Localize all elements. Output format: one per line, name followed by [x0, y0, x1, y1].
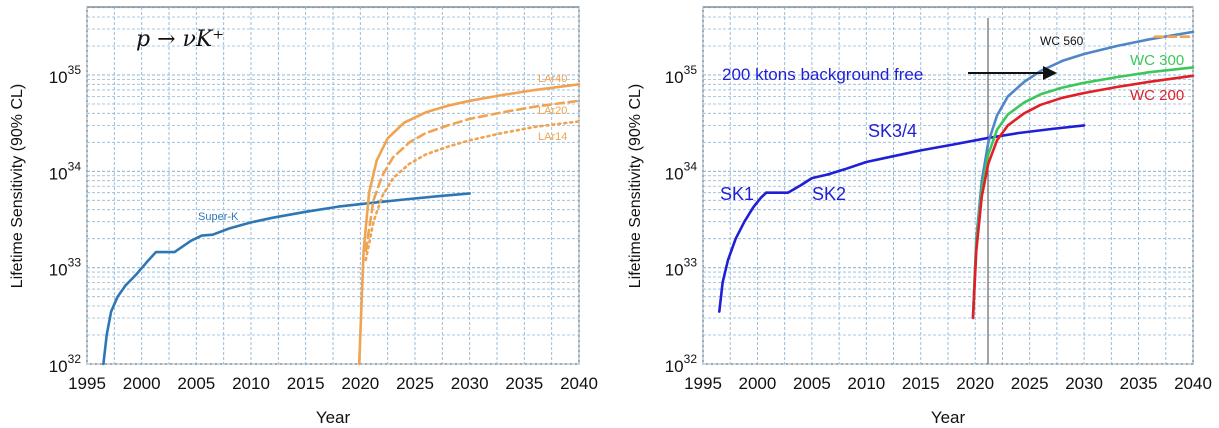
left-chart: 1995 2000 2005 2010 2015 2020 2025 2030 2035 2040… — [9, 6, 598, 427]
right-y-ticks: 1032 1033 1034 1035 — [665, 63, 698, 376]
right-plot-area — [702, 6, 1194, 365]
series-line-sk3-4 — [826, 124, 1086, 176]
x-tick-label: 2030 — [1065, 374, 1103, 393]
right-series-labels: SK1 SK2 SK3/4 WC 560 WC 300 WC 200 — [720, 34, 1184, 204]
x-tick-label: 1995 — [68, 374, 106, 393]
left-x-ticks: 1995 2000 2005 2010 2015 2020 2025 2030 2035 2040 — [68, 374, 598, 393]
x-tick-label: 2025 — [396, 374, 434, 393]
x-tick-label: 1995 — [684, 374, 722, 393]
left-plot-area — [86, 6, 580, 365]
y-tick-label: 1034 — [665, 159, 698, 183]
series-label: WC 560 — [1040, 34, 1084, 48]
y-tick-label: 1034 — [49, 159, 82, 183]
y-tick-label: 1035 — [665, 63, 698, 87]
left-y-axis-label: Lifetime Sensitivity (90% CL) — [9, 84, 26, 289]
series-line-wc-200 — [971, 74, 1195, 320]
y-tick-label: 1035 — [49, 63, 82, 87]
right-series — [717, 30, 1195, 320]
right-annotation-text: 200 ktons background free — [722, 65, 923, 84]
x-tick-label: 2040 — [1174, 374, 1212, 393]
x-tick-label: 2015 — [287, 374, 325, 393]
right-grid — [702, 7, 1194, 365]
x-tick-label: 2030 — [451, 374, 489, 393]
series-label: LAr20 — [538, 105, 567, 117]
right-y-axis-label: Lifetime Sensitivity (90% CL) — [627, 84, 644, 289]
series-line-lar14 — [364, 120, 581, 262]
x-tick-label: 2005 — [177, 374, 215, 393]
x-tick-label: 2010 — [232, 374, 270, 393]
left-title: p → νK⁺ — [136, 27, 224, 52]
series-label: Super-K — [198, 211, 239, 223]
x-tick-label: 2020 — [956, 374, 994, 393]
x-tick-label: 2015 — [902, 374, 940, 393]
series-line-wc-560 — [971, 30, 1195, 320]
series-label: SK3/4 — [868, 121, 917, 141]
series-line-super-k — [102, 192, 472, 366]
y-tick-label: 1032 — [49, 352, 82, 376]
series-label: LAr40 — [538, 73, 567, 85]
annotation-arrow — [968, 66, 1057, 80]
x-tick-label: 2035 — [1120, 374, 1158, 393]
right-chart: 1995 2000 2005 2010 2015 2020 2025 2030 2035 2040… — [627, 6, 1212, 427]
series-line-lar20 — [364, 99, 581, 252]
y-tick-label: 1033 — [665, 256, 698, 280]
right-x-axis-label: Year — [931, 408, 966, 427]
right-x-ticks: 1995 2000 2005 2010 2015 2020 2025 2030 2035 2040 — [684, 374, 1212, 393]
series-line-sk1 — [717, 191, 768, 313]
y-tick-label: 1032 — [665, 352, 698, 376]
series-label: WC 200 — [1130, 87, 1184, 104]
x-tick-label: 2035 — [505, 374, 543, 393]
x-tick-label: 2005 — [793, 374, 831, 393]
series-label: SK2 — [812, 184, 846, 204]
series-label: SK1 — [720, 184, 754, 204]
x-tick-label: 2040 — [560, 374, 598, 393]
left-x-axis-label: Year — [316, 408, 351, 427]
left-y-ticks: 1032 1033 1034 1035 — [49, 63, 82, 376]
x-tick-label: 2000 — [739, 374, 777, 393]
x-tick-label: 2010 — [847, 374, 885, 393]
series-line-sk2 — [764, 173, 830, 194]
x-tick-label: 2000 — [123, 374, 161, 393]
series-line-lar40 — [357, 83, 581, 366]
series-line-wc-300 — [971, 66, 1195, 320]
left-series-labels: Super-K LAr40 LAr20 LAr14 — [198, 73, 567, 223]
left-series — [102, 83, 581, 366]
series-label: WC 300 — [1130, 52, 1184, 69]
x-tick-label: 2020 — [341, 374, 379, 393]
x-tick-label: 2025 — [1011, 374, 1049, 393]
series-label: LAr14 — [538, 131, 567, 143]
left-grid — [86, 7, 580, 365]
y-tick-label: 1033 — [49, 256, 82, 280]
